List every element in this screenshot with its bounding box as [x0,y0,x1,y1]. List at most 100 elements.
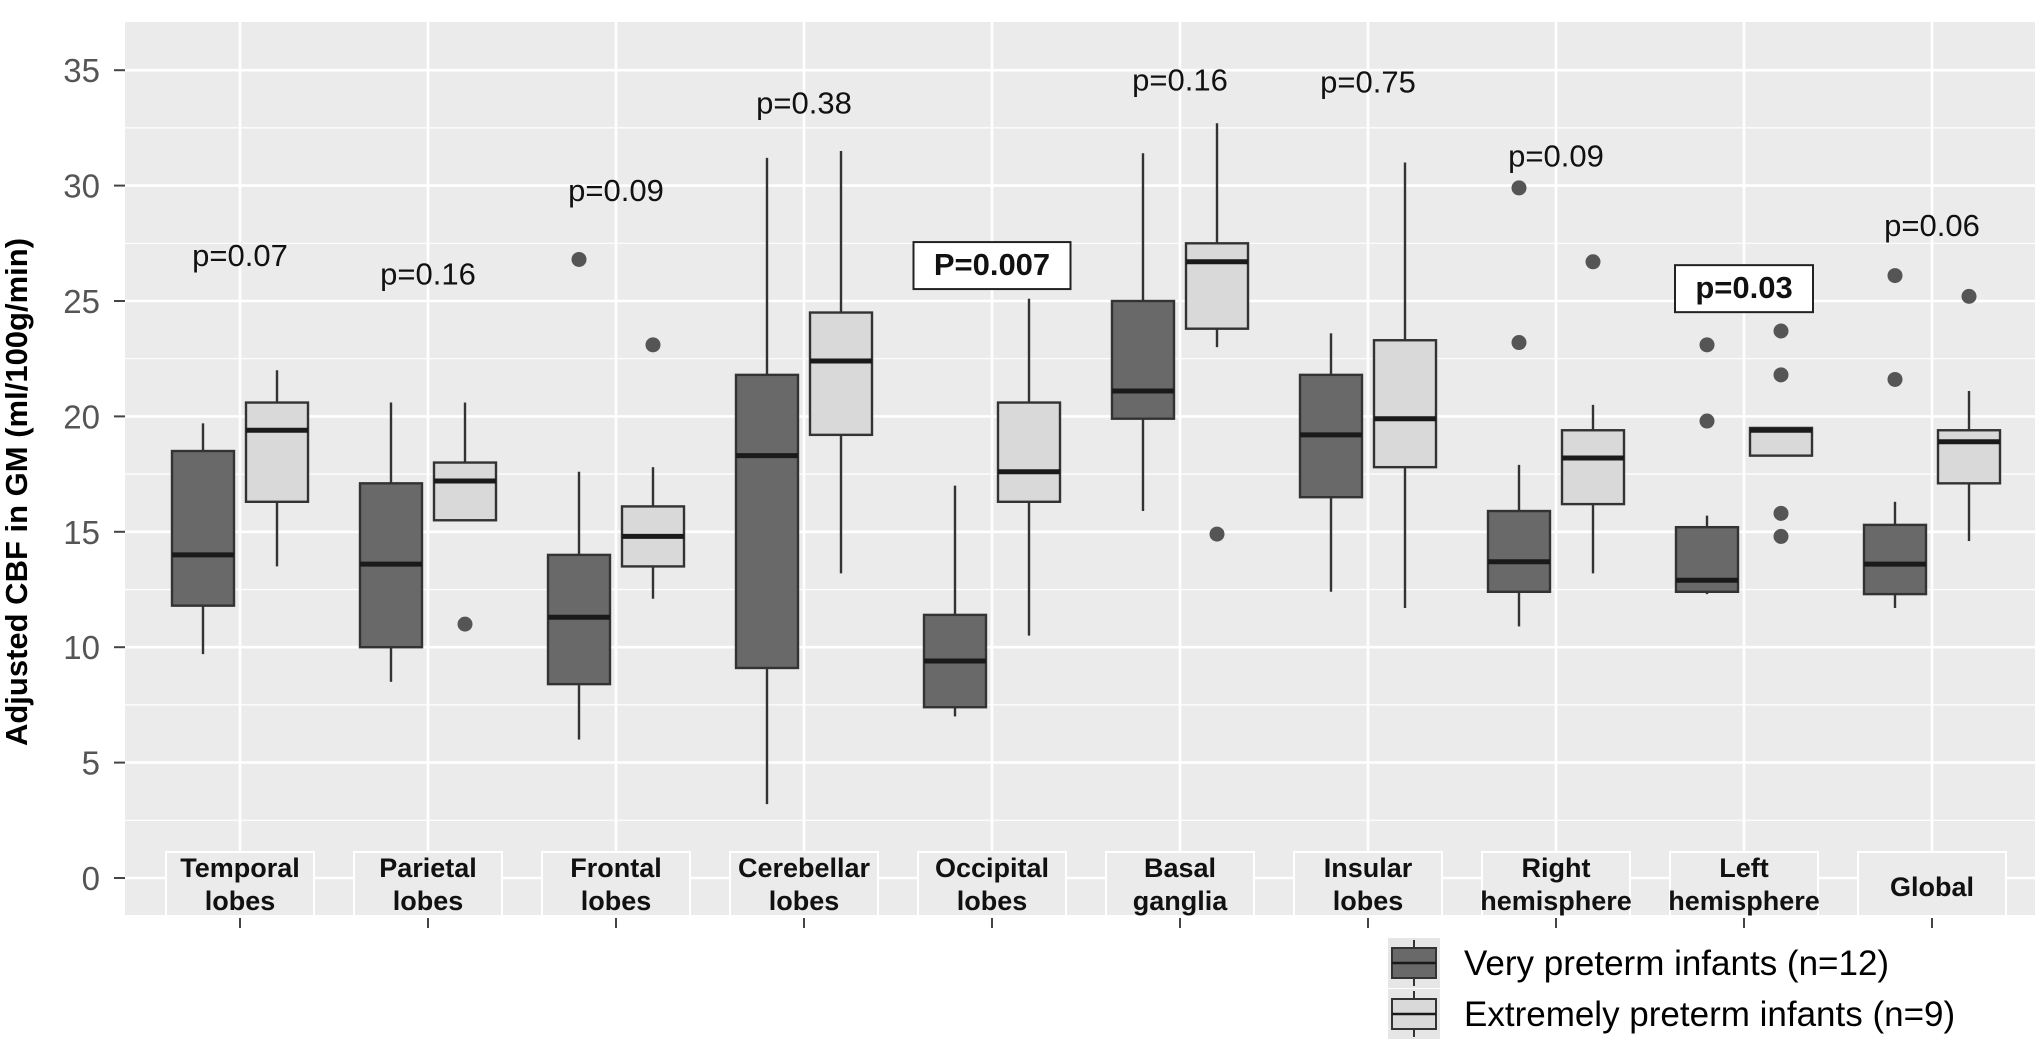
y-tick-label: 5 [82,745,100,782]
region-label-line: lobes [769,886,840,916]
y-tick-label: 20 [63,398,100,435]
outlier-point [1773,323,1789,339]
box-extremely-preterm [1936,288,2002,542]
region-label-box [1105,851,1255,917]
box-iqr [808,311,874,437]
region-label-box [1857,851,2007,917]
region-label-line: Occipital [935,853,1049,883]
region-label-line: lobes [957,886,1028,916]
outlier-point [1773,505,1789,521]
gridlines [125,22,2035,915]
region-label-line: Temporal [180,853,300,883]
box-very-preterm [358,402,424,682]
y-tick-label: 10 [63,629,100,666]
box-extremely-preterm [432,402,498,632]
legend-label: Very preterm infants (n=12) [1464,944,1889,983]
box-iqr [1110,299,1176,420]
y-tick-label: 35 [63,52,100,89]
y-axis: 0 5 10 15 20 25 30 35 [63,52,125,897]
p-value-highlight-box [1674,264,1814,314]
p-value-label: p=0.09 [568,173,664,208]
region-label-box [729,851,879,917]
box-iqr [432,461,498,522]
box-very-preterm [1298,333,1364,592]
p-value-label: p=0.38 [756,86,852,121]
p-value-annotations: p=0.07 p=0.16 p=0.09 p=0.38 P=0.007 p=0.16 p=0… [192,62,1980,314]
box-very-preterm [170,423,236,655]
outlier-point [571,251,587,267]
legend: Very preterm infants (n=12) Extremely pre… [1388,938,1955,1039]
box-iqr [170,449,236,607]
box-extremely-preterm [1748,323,1814,544]
box-extremely-preterm [1560,254,1626,574]
box-very-preterm [922,485,988,717]
region-label-line: Cerebellar [738,853,871,883]
box-very-preterm [1486,180,1552,627]
region-label-line: lobes [393,886,464,916]
p-value-label: p=0.75 [1320,65,1416,100]
region-label-box [917,851,1067,917]
region-label-box [1669,851,1819,917]
box-iqr [996,401,1062,503]
region-label-box [1481,851,1631,917]
outlier-point [645,337,661,353]
box-iqr [734,373,800,670]
p-value-label: p=0.16 [1132,62,1228,97]
region-label-line: Global [1890,872,1974,902]
box-iqr [1862,523,1928,596]
region-label-line: lobes [581,886,652,916]
region-label-line: Right [1522,853,1591,883]
p-value-label: p=0.03 [1695,270,1792,305]
y-axis-label: Adjusted CBF in GM (ml/100g/min) [0,238,34,746]
box-extremely-preterm [808,150,874,574]
outlier-point [1511,335,1527,351]
box-extremely-preterm [1184,123,1250,542]
region-labels: TemporallobesParietallobesFrontallobesCe… [165,851,2007,928]
box-iqr [1486,509,1552,594]
box-extremely-preterm [1372,162,1438,608]
region-label-box [1293,851,1443,917]
region-label-box [353,851,503,917]
box-very-preterm [1110,153,1176,512]
box-extremely-preterm [620,337,686,599]
box-very-preterm [1674,337,1740,595]
region-label-box [541,851,691,917]
p-value-label: p=0.09 [1508,139,1604,174]
region-label-box [165,851,315,917]
box-extremely-preterm [244,370,310,567]
outlier-point [1887,371,1903,387]
outlier-point [1699,337,1715,353]
region-label-line: lobes [205,886,276,916]
outlier-point [1773,367,1789,383]
outlier-point [1585,254,1601,270]
region-label-line: Frontal [570,853,662,883]
box-series [170,123,2002,805]
outlier-point [1699,413,1715,429]
region-label-line: hemisphere [1668,886,1820,916]
box-iqr [244,401,310,503]
box-iqr [1372,339,1438,469]
box-iqr [1936,429,2002,485]
box-iqr [1560,429,1626,506]
region-label-line: Parietal [379,853,477,883]
outlier-point [1887,268,1903,284]
y-tick-label: 15 [63,514,100,551]
outlier-point [1209,526,1225,542]
p-value-label: P=0.007 [934,247,1050,282]
box-very-preterm [546,251,612,740]
outlier-point [1773,528,1789,544]
y-tick-label: 30 [63,168,100,205]
region-label-line: Insular [1324,853,1413,883]
plot-panel [125,22,2035,915]
p-value-highlight-box [912,241,1072,291]
box-iqr [1184,242,1250,330]
region-label-line: hemisphere [1480,886,1632,916]
box-extremely-preterm [996,298,1062,636]
y-tick-label: 25 [63,283,100,320]
region-label-line: Left [1719,853,1769,883]
region-label-line: lobes [1333,886,1404,916]
box-very-preterm [1862,268,1928,608]
p-value-label: p=0.06 [1884,208,1980,243]
outlier-point [1961,288,1977,304]
